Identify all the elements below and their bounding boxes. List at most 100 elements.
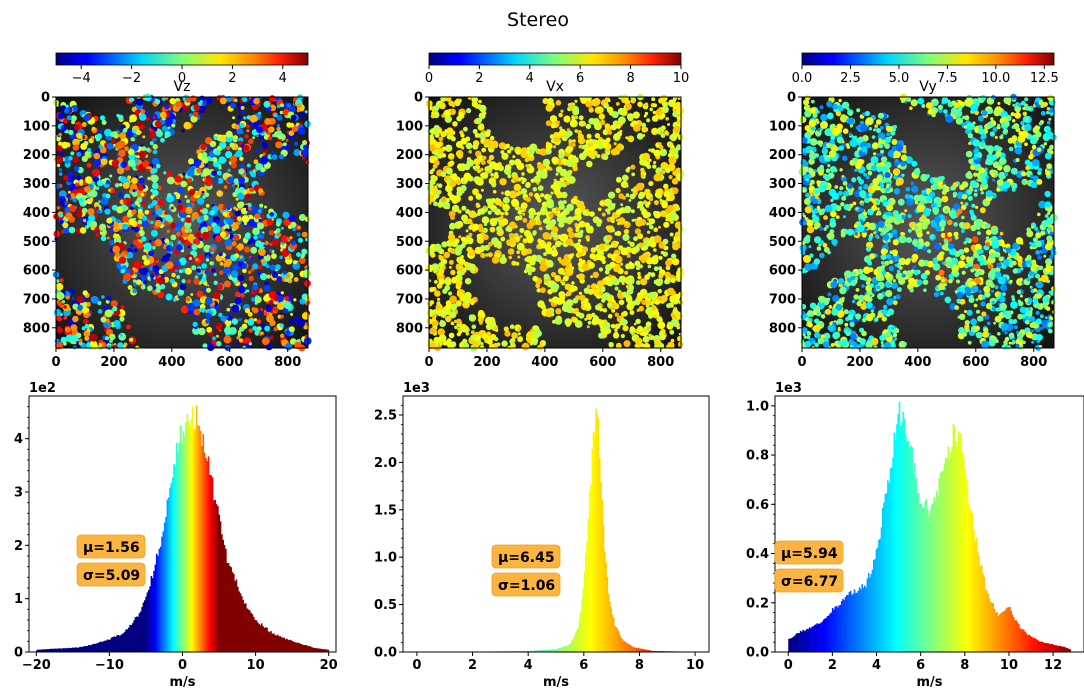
- velocity-point: [484, 131, 491, 137]
- velocity-point: [615, 342, 622, 349]
- velocity-point: [624, 103, 632, 111]
- velocity-point: [441, 241, 448, 248]
- velocity-point: [139, 226, 144, 230]
- velocity-point: [663, 190, 671, 198]
- velocity-point: [226, 146, 231, 150]
- velocity-point: [280, 333, 285, 338]
- velocity-point: [478, 132, 486, 139]
- velocity-point: [266, 218, 274, 226]
- velocity-point: [157, 199, 165, 207]
- velocity-point: [626, 288, 634, 295]
- velocity-point: [506, 239, 512, 246]
- velocity-point: [1025, 260, 1033, 268]
- velocity-point: [614, 312, 619, 317]
- velocity-point: [455, 279, 463, 287]
- velocity-point: [825, 168, 831, 173]
- velocity-point: [276, 232, 282, 237]
- velocity-point: [125, 324, 131, 330]
- velocity-point: [213, 160, 220, 168]
- map-x-tick-label: 600: [216, 355, 243, 370]
- velocity-point: [596, 106, 602, 112]
- velocity-point: [971, 236, 979, 243]
- velocity-point: [432, 317, 436, 322]
- velocity-point: [450, 156, 454, 160]
- velocity-point: [624, 270, 629, 275]
- velocity-point: [976, 309, 980, 314]
- velocity-point: [582, 210, 588, 216]
- velocity-point: [75, 182, 79, 187]
- velocity-point: [294, 316, 300, 321]
- velocity-point: [438, 255, 444, 261]
- velocity-point: [1047, 328, 1053, 334]
- velocity-point: [632, 111, 640, 119]
- velocity-point: [635, 182, 644, 191]
- velocity-point: [450, 248, 456, 254]
- velocity-point: [808, 167, 813, 172]
- velocity-point: [205, 319, 210, 324]
- velocity-point: [1025, 165, 1031, 171]
- velocity-field: [52, 93, 312, 352]
- velocity-point: [548, 298, 553, 303]
- velocity-point: [433, 155, 438, 160]
- velocity-point: [268, 299, 274, 305]
- velocity-point: [472, 140, 480, 147]
- map-y-tick-label: 0: [41, 91, 50, 106]
- velocity-point: [665, 168, 671, 174]
- velocity-point: [653, 173, 662, 182]
- velocity-point: [820, 120, 828, 129]
- velocity-point: [653, 103, 657, 108]
- velocity-point: [283, 142, 287, 147]
- velocity-point: [805, 95, 811, 101]
- velocity-point: [577, 273, 585, 281]
- velocity-point: [152, 189, 159, 197]
- velocity-point: [633, 236, 638, 242]
- velocity-point: [135, 165, 140, 170]
- velocity-point: [76, 132, 83, 139]
- velocity-point: [1047, 211, 1051, 215]
- velocity-point: [576, 218, 581, 222]
- velocity-point: [674, 221, 683, 229]
- velocity-point: [225, 258, 232, 266]
- velocity-point: [568, 142, 572, 146]
- velocity-point: [503, 206, 507, 211]
- velocity-point: [180, 231, 188, 239]
- velocity-point: [154, 257, 158, 262]
- velocity-point: [631, 172, 636, 177]
- velocity-point: [129, 114, 138, 123]
- velocity-point: [607, 202, 616, 211]
- velocity-point: [225, 315, 229, 319]
- velocity-point: [123, 199, 128, 204]
- velocity-point: [177, 187, 184, 194]
- velocity-point: [1044, 201, 1052, 208]
- velocity-point: [63, 118, 68, 124]
- velocity-point: [257, 264, 263, 270]
- velocity-point: [433, 196, 437, 200]
- velocity-point: [219, 270, 224, 275]
- velocity-point: [286, 237, 291, 241]
- velocity-point: [474, 117, 482, 125]
- map-y-tick-label: 200: [396, 148, 423, 163]
- velocity-point: [1037, 255, 1042, 260]
- velocity-point: [81, 155, 88, 162]
- velocity-point: [290, 221, 297, 228]
- velocity-point: [264, 118, 272, 125]
- velocity-point: [556, 193, 562, 199]
- velocity-point: [79, 227, 87, 234]
- velocity-point: [174, 175, 182, 183]
- velocity-point: [101, 197, 109, 205]
- velocity-point: [263, 284, 271, 292]
- velocity-point: [53, 309, 62, 317]
- velocity-point: [603, 322, 611, 330]
- velocity-point: [275, 141, 283, 149]
- velocity-point: [493, 173, 499, 179]
- velocity-point: [584, 318, 588, 321]
- velocity-point: [611, 308, 616, 313]
- velocity-point: [198, 327, 206, 336]
- velocity-point: [489, 218, 498, 227]
- velocity-point: [608, 342, 614, 348]
- velocity-point: [242, 144, 250, 152]
- velocity-point: [440, 319, 444, 323]
- velocity-point: [854, 168, 858, 172]
- velocity-point: [803, 335, 807, 339]
